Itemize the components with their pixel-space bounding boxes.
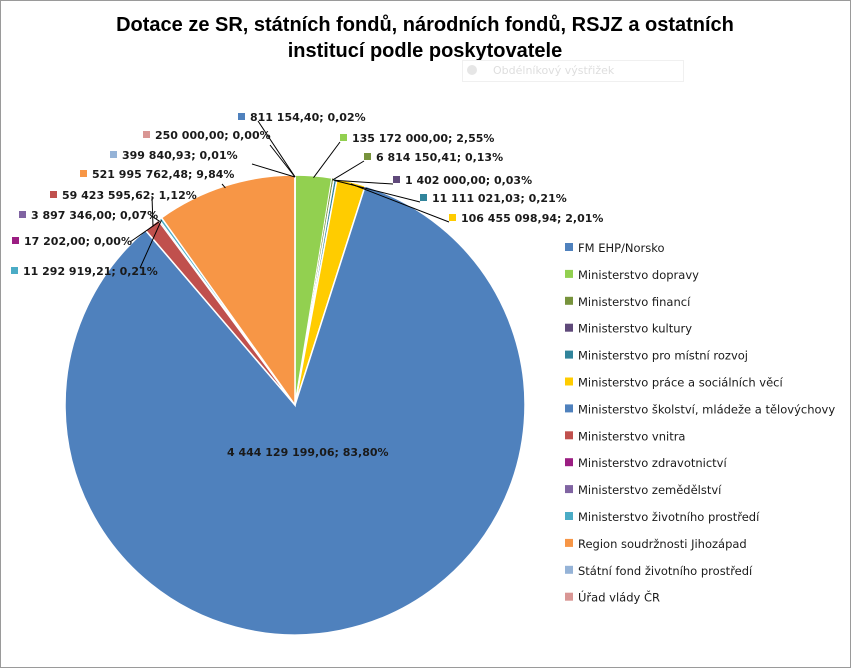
- legend-label-statni-fond-zivotniho-prostredi: Státní fond životního prostředí: [578, 564, 753, 578]
- leader-line-ministerstvo-zemedelstvi: [149, 214, 161, 222]
- leader-line-ministerstvo-kultury: [333, 179, 394, 185]
- legend-label-ministerstvo-kultury: Ministerstvo kultury: [578, 322, 692, 336]
- legend-marker-ministerstvo-dopravy: [565, 269, 573, 278]
- data-label-statni-fond-zivotniho-prostredi: 399 840,93; 0,01%: [122, 149, 238, 162]
- leader-line-ministerstvo-pro-mistni-rozvoj: [335, 180, 421, 203]
- data-label-marker-ministerstvo-zemedelstvi: [19, 211, 26, 218]
- data-label-marker-ministerstvo-zivotniho-prostredi: [11, 267, 18, 274]
- legend-label-ministerstvo-zemedelstvi: Ministerstvo zemědělství: [578, 483, 722, 497]
- data-label-ministerstvo-pro-mistni-rozvoj: 11 111 021,03; 0,21%: [432, 192, 567, 205]
- pie-slices: [64, 174, 526, 636]
- leader-line-ministerstvo-zdravotnictvi: [129, 221, 160, 243]
- data-label-marker-ministerstvo-prace-a-socialnich-veci: [449, 214, 456, 221]
- data-label-marker-urad-vlady-cr: [143, 131, 150, 138]
- legend-label-ministerstvo-zdravotnictvi: Ministerstvo zdravotnictví: [578, 456, 727, 470]
- data-label-ministerstvo-prace-a-socialnich-veci: 106 455 098,94; 2,01%: [461, 212, 603, 225]
- pie-slice-ministerstvo-skolstvi-mladeze-a-telovychovy: [64, 185, 526, 636]
- legend: FM EHP/Norsko Ministerstvo dopravy Ministe…: [565, 241, 835, 605]
- data-label-ministerstvo-vnitra: 59 423 595,62; 1,12%: [62, 189, 197, 202]
- data-label-ministerstvo-financi: 6 814 150,41; 0,13%: [376, 151, 503, 164]
- leader-line-ministerstvo-vnitra: [151, 195, 154, 227]
- leader-line-ministerstvo-financi: [332, 160, 365, 181]
- legend-label-ministerstvo-pro-mistni-rozvoj: Ministerstvo pro místní rozvoj: [578, 349, 748, 363]
- legend-marker-ministerstvo-zivotniho-prostredi: [565, 512, 573, 520]
- data-label-fm-ehp-norsko: 811 154,40; 0,02%: [250, 111, 366, 124]
- leader-line-ministerstvo-prace-a-socialnich-veci: [350, 183, 450, 223]
- chart-title-line-2: institucí podle poskytovatele: [287, 40, 563, 62]
- legend-label-ministerstvo-dopravy: Ministerstvo dopravy: [578, 268, 699, 282]
- data-label-ministerstvo-skolstvi-mladeze-a-telovychovy: 4 444 129 199,06; 83,80%: [227, 446, 389, 459]
- legend-marker-ministerstvo-zemedelstvi: [565, 485, 573, 494]
- pie-slice-region-soudrznosti-jihozapad: [160, 174, 296, 408]
- data-label-marker-region-soudrznosti-jihozapad: [80, 170, 87, 177]
- data-label-marker-ministerstvo-zdravotnictvi: [12, 237, 19, 244]
- legend-label-ministerstvo-skolstvi-mladeze-a-telovychovy: Ministerstvo školství, mládeže a tělovýc…: [578, 402, 835, 416]
- data-label-ministerstvo-dopravy: 135 172 000,00; 2,55%: [352, 132, 494, 145]
- legend-marker-ministerstvo-pro-mistni-rozvoj: [565, 350, 573, 359]
- legend-marker-fm-ehp-norsko: [565, 243, 573, 251]
- leader-line-ministerstvo-dopravy: [313, 141, 341, 178]
- legend-label-region-soudrznosti-jihozapad: Region soudržnosti Jihozápad: [578, 537, 747, 551]
- legend-label-ministerstvo-zivotniho-prostredi: Ministerstvo životního prostředí: [578, 510, 760, 524]
- scissors-icon: [467, 65, 477, 75]
- legend-marker-urad-vlady-cr: [565, 592, 573, 601]
- legend-label-ministerstvo-prace-a-socialnich-veci: Ministerstvo práce a sociálních věcí: [578, 376, 783, 390]
- chart-title: Dotace ze SR, státních fondů, národních …: [60, 12, 790, 64]
- legend-label-fm-ehp-norsko: FM EHP/Norsko: [578, 241, 665, 255]
- data-label-urad-vlady-cr: 250 000,00; 0,00%: [155, 129, 271, 142]
- legend-marker-region-soudrznosti-jihozapad: [565, 538, 573, 547]
- chart-title-line-1: Dotace ze SR, státních fondů, národních …: [116, 14, 734, 36]
- legend-label-ministerstvo-vnitra: Ministerstvo vnitra: [578, 429, 685, 443]
- leader-line-urad-vlady-cr: [269, 144, 296, 178]
- data-label-marker-ministerstvo-financi: [364, 153, 371, 160]
- legend-marker-ministerstvo-zdravotnictvi: [565, 458, 573, 467]
- data-label-ministerstvo-zdravotnictvi: 17 202,00; 0,00%: [24, 235, 132, 248]
- snipping-tool-label: Obdélníkový výstřižek: [493, 64, 615, 77]
- data-label-ministerstvo-zemedelstvi: 3 897 346,00; 0,07%: [31, 209, 158, 222]
- legend-marker-ministerstvo-vnitra: [565, 431, 573, 440]
- legend-label-urad-vlady-cr: Úřad vlády ČR: [578, 590, 660, 605]
- legend-marker-statni-fond-zivotniho-prostredi: [565, 565, 573, 574]
- legend-marker-ministerstvo-prace-a-socialnich-veci: [565, 377, 573, 386]
- leader-line-ministerstvo-zivotniho-prostredi: [139, 219, 162, 269]
- data-label-marker-statni-fond-zivotniho-prostredi: [110, 151, 117, 158]
- leader-line-fm-ehp-norsko: [257, 120, 296, 178]
- data-label-marker-ministerstvo-vnitra: [50, 191, 57, 198]
- legend-marker-ministerstvo-skolstvi-mladeze-a-telovychovy: [565, 404, 573, 413]
- leader-line-region-soudrznosti-jihozapad: [221, 183, 226, 189]
- data-label-marker-ministerstvo-dopravy: [340, 134, 347, 141]
- data-label-marker-fm-ehp-norsko: [238, 113, 245, 120]
- data-label-ministerstvo-kultury: 1 402 000,00; 0,03%: [405, 174, 532, 187]
- leader-lines: [129, 120, 450, 269]
- data-label-marker-ministerstvo-kultury: [393, 176, 400, 183]
- legend-marker-ministerstvo-kultury: [565, 323, 573, 332]
- data-labels: 811 154,40; 0,02% 135 172 000,00; 2,55% 6 …: [11, 111, 603, 459]
- leader-line-statni-fond-zivotniho-prostredi: [251, 163, 296, 178]
- legend-marker-ministerstvo-financi: [565, 296, 573, 305]
- legend-label-ministerstvo-financi: Ministerstvo financí: [578, 295, 691, 309]
- data-label-marker-ministerstvo-pro-mistni-rozvoj: [420, 194, 427, 201]
- snipping-tool-tooltip: Obdélníkový výstřižek: [462, 60, 684, 82]
- data-label-ministerstvo-zivotniho-prostredi: 11 292 919,21; 0,21%: [23, 265, 158, 278]
- data-label-region-soudrznosti-jihozapad: 521 995 762,48; 9,84%: [92, 168, 234, 181]
